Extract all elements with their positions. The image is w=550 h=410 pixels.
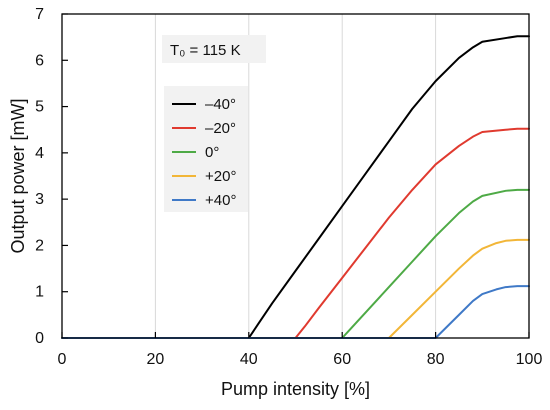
plot-area (62, 14, 529, 338)
legend-entry-label: +20° (205, 168, 236, 185)
series-line-4 (61, 238, 530, 339)
series-line-2 (61, 127, 530, 339)
x-tick-label: 80 (427, 351, 445, 368)
series-line-5 (61, 285, 530, 339)
plot-frame (61, 13, 530, 339)
y-axis-label: Output power [mW] (8, 98, 28, 253)
legend-entry-label: +40° (205, 192, 236, 209)
y-tick-label: 3 (35, 191, 44, 208)
legend: –40° –20° 0° +20° +40° (164, 86, 248, 212)
legend-entry-label: –40° (205, 96, 236, 113)
grid-lines (154, 14, 437, 338)
x-tick-label: 100 (516, 351, 543, 368)
x-tick-label: 0 (58, 351, 67, 368)
y-tick-label: 2 (35, 237, 44, 254)
axes (61, 13, 530, 339)
y-tick-label: 1 (35, 284, 44, 301)
x-tick-label: 40 (240, 351, 258, 368)
y-tick-label: 7 (35, 6, 44, 23)
temperature-annotation: T₀ = 115 K (162, 35, 266, 63)
x-tick-label: 60 (333, 351, 351, 368)
legend-entry-label: 0° (205, 144, 219, 161)
series-line-1 (61, 35, 530, 339)
annotation-box (162, 35, 266, 63)
plot-background (62, 14, 529, 338)
y-tick-label: 6 (35, 52, 44, 69)
legend-entry-label: –20° (205, 120, 236, 137)
series-line-3 (61, 188, 530, 339)
tick-labels: 0 20 40 60 80 100 0 1 2 3 4 5 6 7 (35, 6, 542, 368)
x-axis-label: Pump intensity [%] (221, 379, 370, 399)
series-lines (61, 35, 530, 339)
legend-box (164, 86, 248, 212)
annotation-text: T₀ = 115 K (170, 42, 241, 59)
y-tick-label: 4 (35, 145, 44, 162)
x-tick-label: 20 (147, 351, 165, 368)
y-tick-label: 5 (35, 99, 44, 116)
y-tick-label: 0 (35, 330, 44, 347)
